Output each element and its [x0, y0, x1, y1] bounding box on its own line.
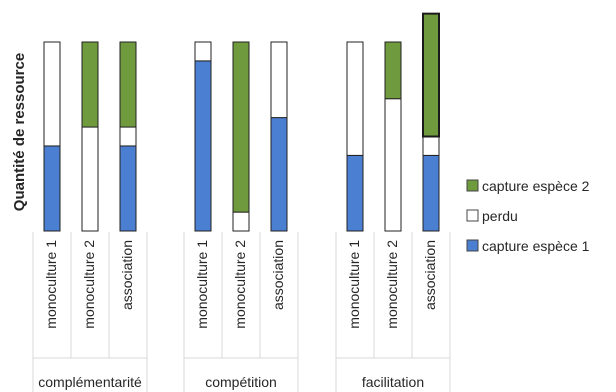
- bar-segment-perdu: [270, 41, 288, 119]
- bar-segment-perdu: [384, 98, 402, 232]
- legend-label: capture espèce 2: [482, 178, 590, 194]
- legend-swatch: [466, 239, 479, 252]
- bar-segment-capture-esp-ce-2: [81, 41, 99, 128]
- legend-label: perdu: [482, 208, 518, 224]
- legend-label: capture espèce 1: [482, 238, 590, 254]
- bar-segment-capture-esp-ce-1: [194, 60, 212, 232]
- legend-swatch: [466, 209, 479, 222]
- bar-segment-perdu: [422, 136, 440, 156]
- bar-segment-capture-esp-ce-2: [119, 41, 137, 128]
- legend-swatch: [466, 179, 479, 192]
- bars-layer: [43, 12, 440, 232]
- bar-segment-perdu: [43, 41, 61, 147]
- group-label: facilitation: [362, 374, 424, 390]
- group-label: complémentarité: [38, 374, 142, 390]
- bar-segment-perdu: [81, 126, 99, 232]
- bar-segment-perdu: [194, 41, 212, 62]
- legend: capture espèce 2 perdu capture espèce 1: [466, 178, 590, 254]
- category-label: monoculture 1: [194, 240, 210, 329]
- category-label: association: [119, 240, 135, 310]
- bar-segment-capture-esp-ce-2: [422, 12, 440, 138]
- y-axis-title: Quantité de ressource: [11, 53, 28, 211]
- category-label: monoculture 2: [81, 240, 97, 329]
- bar-segment-perdu: [346, 41, 364, 156]
- bar-segment-perdu: [232, 211, 250, 232]
- bar-segment-perdu: [119, 126, 137, 147]
- category-label: monoculture 2: [384, 240, 400, 329]
- category-label: monoculture 1: [346, 240, 362, 329]
- bar-segment-capture-esp-ce-1: [422, 154, 440, 232]
- bar-segment-capture-esp-ce-2: [384, 41, 402, 100]
- category-label: association: [270, 240, 286, 310]
- bar-segment-capture-esp-ce-1: [43, 145, 61, 232]
- category-label: monoculture 2: [232, 240, 248, 329]
- category-label: association: [422, 240, 438, 310]
- bar-segment-capture-esp-ce-1: [270, 117, 288, 232]
- bar-segment-capture-esp-ce-1: [119, 145, 137, 232]
- category-label: monoculture 1: [43, 240, 59, 329]
- category-axis: monoculture 1 monoculture 2 association mon…: [32, 232, 451, 392]
- bar-segment-capture-esp-ce-1: [346, 154, 364, 232]
- group-label: compétition: [205, 374, 277, 390]
- bar-segment-capture-esp-ce-2: [232, 41, 250, 213]
